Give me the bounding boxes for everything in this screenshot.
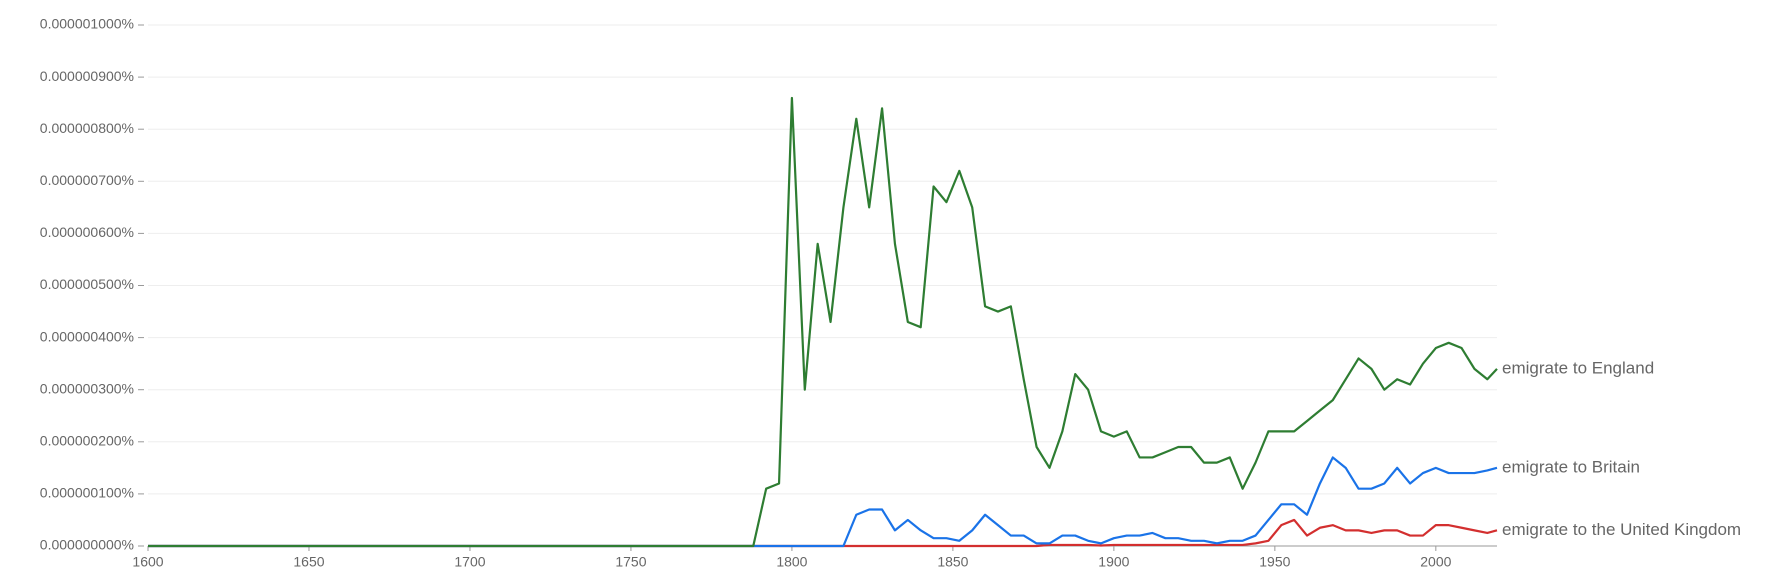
x-tick-label: 1700 xyxy=(454,554,485,570)
x-tick-label: 1600 xyxy=(132,554,163,570)
series-line xyxy=(148,518,1498,548)
y-tick-label: 0.000000100% xyxy=(40,485,134,501)
series-line xyxy=(148,456,1498,548)
series-line xyxy=(148,96,1498,548)
legend-label: emigrate to the United Kingdom xyxy=(1502,520,1741,539)
x-tick-label: 1750 xyxy=(615,554,646,570)
y-tick-label: 0.000001000% xyxy=(40,16,134,32)
x-tick-label: 1950 xyxy=(1259,554,1290,570)
x-tick-label: 1900 xyxy=(1098,554,1129,570)
x-tick-label: 2000 xyxy=(1420,554,1451,570)
y-tick-label: 0.000000900% xyxy=(40,68,134,84)
x-tick-label: 1850 xyxy=(937,554,968,570)
y-tick-label: 0.000000300% xyxy=(40,380,134,396)
y-tick-label: 0.000000400% xyxy=(40,328,134,344)
legend-label: emigrate to England xyxy=(1502,358,1654,377)
y-tick-label: 0.000000600% xyxy=(40,224,134,240)
y-tick-label: 0.000000700% xyxy=(40,172,134,188)
x-tick-label: 1800 xyxy=(776,554,807,570)
y-tick-label: 0.000000800% xyxy=(40,120,134,136)
legend-label: emigrate to Britain xyxy=(1502,457,1640,476)
y-tick-label: 0.000000500% xyxy=(40,276,134,292)
y-tick-label: 0.000000200% xyxy=(40,433,134,449)
x-tick-label: 1650 xyxy=(293,554,324,570)
y-tick-label: 0.000000000% xyxy=(40,537,134,553)
